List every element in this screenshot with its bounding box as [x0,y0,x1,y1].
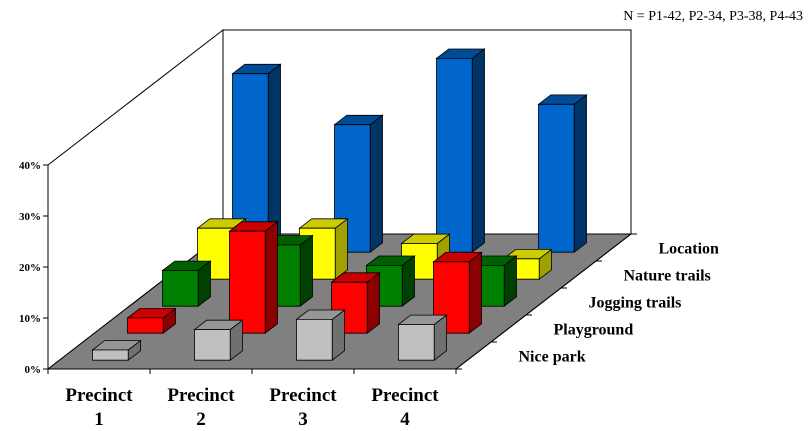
bar-nice-park-2 [193,319,244,362]
y-tick-label: 40% [19,160,41,172]
category-label-number: 4 [400,409,410,430]
x-axis-labels: Precinct 1 Precinct 2 Precinct 3 Precinct 4 [65,385,439,430]
series-label: Location [659,241,720,258]
bar-side [299,234,313,308]
bar-playground-1 [126,307,177,335]
series-label: Nature trails [624,268,711,285]
bar-front [538,103,575,253]
category-label: Precinct [167,385,235,406]
depth-axis-line [455,233,632,370]
y-tick-label: 30% [19,211,41,223]
series-label: Nice park [519,349,586,366]
series-label: Jogging trails [589,295,682,312]
category-label-number: 1 [94,409,104,430]
bar-location-3 [435,48,486,254]
bar-front [194,329,231,361]
category-label: Precinct [371,385,439,406]
bar-front [398,324,435,361]
category-label: Precinct [269,385,337,406]
bar-front [127,317,164,334]
series-label: Playground [554,322,634,339]
bar-front [229,230,266,334]
y-tick-label: 10% [19,313,41,325]
bar-front [92,349,129,361]
bar-location-1 [231,63,282,254]
bar-front [296,318,333,361]
category-label-number: 3 [298,409,308,430]
bar-side [264,220,278,335]
bar-playground-2 [228,220,279,335]
bar-side [334,217,348,281]
bar-side [471,48,485,254]
bar-playground-4 [432,251,483,335]
bar-front [436,58,473,253]
series-labels: Nice park Playground Jogging trails Nature … [519,241,720,366]
bar-nice-park-3 [295,309,346,362]
bar-jogging-trails-1 [161,260,212,308]
category-label-number: 2 [196,409,206,430]
sample-size-note: N = P1-42, P2-34, P3-38, P4-43 [623,9,803,24]
bar-front [162,270,199,307]
bars [91,48,588,362]
bar-location-4 [537,94,588,254]
bar-nice-park-1 [91,339,142,362]
category-label: Precinct [65,385,133,406]
y-axis: 0% 10% 20% 30% 40% [19,160,49,376]
y-tick-label: 20% [19,262,41,274]
bar-side [366,271,380,335]
bar-side [468,251,482,335]
bar-nice-park-4 [397,314,448,362]
y-tick-label: 0% [25,364,42,376]
bar-side [369,114,383,254]
bar-side [573,94,587,254]
